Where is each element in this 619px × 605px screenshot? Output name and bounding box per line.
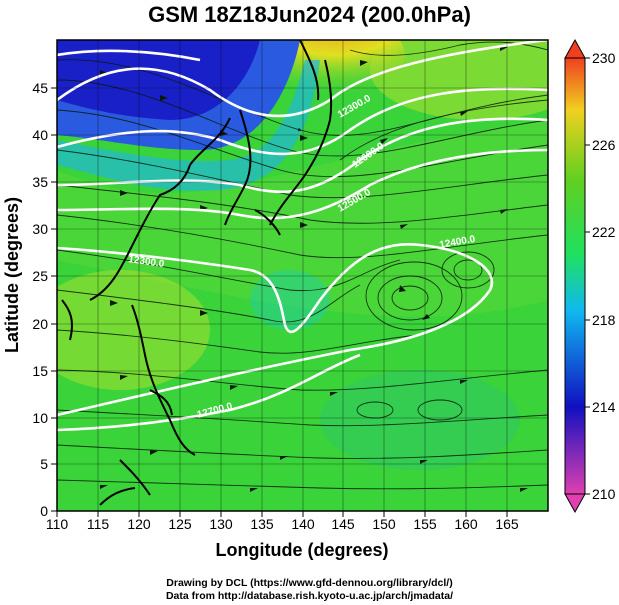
x-tick-label: 120 (127, 516, 151, 532)
colorbar-tick-label: 210 (592, 486, 616, 502)
x-tick-label: 140 (291, 516, 315, 532)
y-tick-label: 20 (32, 316, 48, 332)
colorbar-top-arrow (564, 38, 586, 59)
colorbar-tick-label: 230 (592, 50, 616, 66)
y-axis: 0 5 10 15 20 25 30 35 40 45 (32, 80, 57, 519)
colorbar-tick-label: 222 (592, 224, 616, 240)
x-tick-label: 135 (250, 516, 274, 532)
colorbar: 210 214 218 222 226 230 (564, 38, 616, 514)
y-tick-label: 30 (32, 221, 48, 237)
y-tick-label: 35 (32, 174, 48, 190)
colorbar-tick-label: 218 (592, 312, 616, 328)
y-tick-label: 45 (32, 80, 48, 96)
x-tick-label: 110 (46, 516, 69, 532)
contour-label: 12300.0 (128, 254, 166, 270)
y-tick-label: 0 (40, 503, 48, 519)
coastlines (61, 40, 333, 506)
streamlines (57, 41, 548, 490)
x-tick-label: 125 (168, 516, 192, 532)
x-tick-label: 115 (87, 516, 110, 532)
x-tick-label: 160 (454, 516, 478, 532)
x-axis: 110 115 120 125 130 135 140 145 150 155 … (46, 511, 519, 532)
x-tick-label: 130 (209, 516, 233, 532)
y-tick-label: 40 (32, 127, 48, 143)
x-axis-label: Longitude (degrees) (215, 540, 388, 560)
y-tick-label: 10 (32, 410, 48, 426)
colorbar-tick-label: 214 (592, 399, 616, 415)
grid-lines (57, 40, 548, 511)
chart-title: GSM 18Z18Jun2024 (200.0hPa) (148, 2, 471, 27)
colorbar-scale (564, 57, 586, 495)
height-contours (57, 40, 548, 432)
x-tick-label: 145 (331, 516, 355, 532)
colorbar-tick-label: 226 (592, 137, 616, 153)
y-tick-label: 5 (40, 456, 48, 472)
credit-drawing: Drawing by DCL (https://www.gfd-dennou.o… (166, 577, 453, 589)
map-field: 12300.0 12400.0 12500.0 12600.0 12700.0 … (57, 40, 548, 511)
y-axis-label: Latitude (degrees) (2, 197, 22, 353)
y-tick-label: 25 (32, 268, 48, 284)
colorbar-bottom-arrow (564, 493, 586, 514)
x-tick-label: 155 (413, 516, 437, 532)
x-tick-label: 150 (372, 516, 396, 532)
y-tick-label: 15 (32, 363, 48, 379)
x-tick-label: 165 (495, 516, 519, 532)
credit-data-source: Data from http://database.rish.kyoto-u.a… (165, 590, 454, 602)
